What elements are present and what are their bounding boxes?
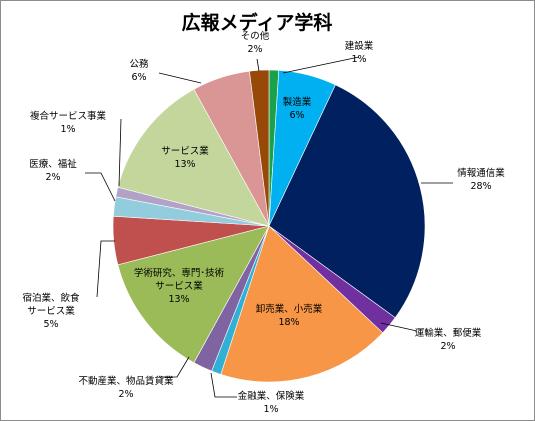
slice-percent-label: 5% — [43, 319, 58, 330]
slice-percent-label: 6% — [131, 72, 146, 83]
leader-line — [85, 172, 116, 202]
slice-percent-label: 13% — [174, 159, 195, 170]
slice-name-label: 建設業 — [345, 40, 374, 52]
leader-line — [158, 72, 202, 84]
slice-percent-label: 18% — [278, 317, 299, 328]
slice-percent-label: 2% — [247, 44, 262, 55]
slice-percent-label: 1% — [351, 54, 366, 65]
pie-slice — [220, 225, 384, 383]
slice-name-label: 宿泊業、飲食サービス業 — [22, 292, 80, 317]
slice-percent-label: 2% — [440, 341, 455, 352]
leader-line — [159, 356, 190, 378]
slice-name-label: 運輸業、郵便業 — [415, 327, 482, 339]
slice-name-label: サービス業 — [161, 145, 209, 157]
leader-line — [118, 118, 122, 187]
leader-line — [256, 58, 260, 72]
slice-percent-label: 1% — [263, 404, 278, 415]
leader-lines — [85, 56, 453, 398]
slice-percent-label: 28% — [470, 181, 491, 192]
pie-slice — [117, 88, 270, 227]
slice-percent-label: 13% — [168, 294, 189, 305]
leader-line — [282, 56, 360, 74]
slice-name-label: その他 — [241, 30, 270, 42]
slice-percent-label: 1% — [60, 124, 75, 135]
slice-percent-label: 2% — [118, 389, 133, 400]
leader-line — [210, 372, 237, 398]
slice-percent-label: 6% — [289, 110, 304, 121]
slice-name-label: 卸売業、小売業 — [256, 303, 323, 315]
leader-line — [380, 322, 418, 332]
slice-name-label: 製造業 — [283, 96, 312, 108]
slice-name-label: 複合サービス事業 — [30, 110, 107, 122]
slice-name-label: 公務 — [129, 58, 149, 70]
leader-line — [96, 240, 115, 298]
slice-name-label: 情報通信業 — [457, 167, 505, 179]
slice-name-label: 学術研究、専門･技術サービス業 — [134, 267, 225, 292]
slice-name-label: 金融業、保険業 — [238, 390, 305, 402]
pie-slices — [112, 69, 426, 383]
slice-percent-label: 2% — [45, 172, 60, 183]
slice-name-label: 医療、福祉 — [29, 158, 77, 170]
chart-title: 広報メディア学科 — [182, 11, 333, 34]
slice-name-label: 不動産業、物品賃貸業 — [78, 375, 174, 387]
pie-slice — [268, 84, 426, 319]
pie-slice — [117, 225, 270, 364]
data-labels: 建設業 1% 製造業 6% 情報通信業 28% 運輸業、郵便業 2% 卸売業、小売業 18% 金融業… — [22, 30, 505, 415]
